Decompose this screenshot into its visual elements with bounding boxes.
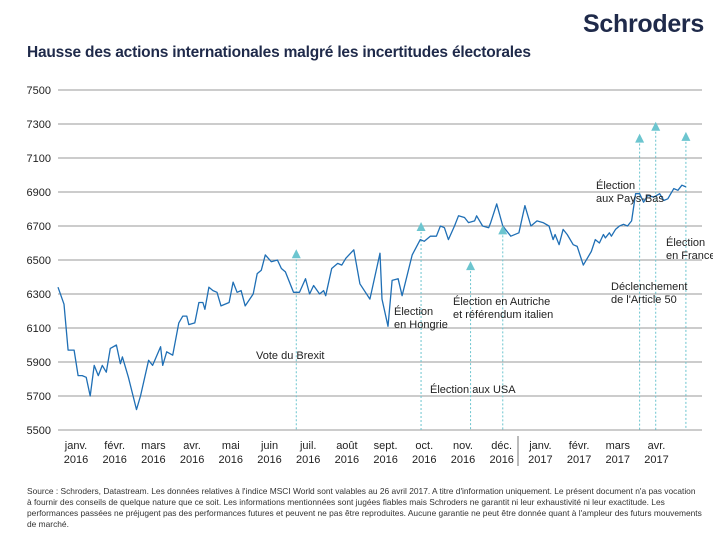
x-tick-year: 2016 [180, 454, 204, 466]
x-tick-year: 2016 [412, 454, 436, 466]
series-line-msci-world [57, 184, 687, 411]
annotation-label: aux Pays-Bas [596, 193, 664, 205]
annotation-label: et référendum italien [453, 309, 553, 321]
y-tick-label: 7100 [27, 153, 51, 165]
x-tick-month: mars [141, 440, 166, 452]
y-tick-label: 6900 [27, 187, 51, 199]
x-tick-year: 2017 [644, 454, 668, 466]
x-tick-year: 2016 [451, 454, 475, 466]
line-chart: 5500 5700 5900 6100 6300 6500 6700 6900 7100 7300… [27, 85, 713, 466]
annotation-triangle-marker [651, 121, 661, 131]
annotation-label: Vote du Brexit [256, 350, 325, 362]
annotation-triangle-marker [681, 131, 691, 141]
x-tick-month: janv. [528, 440, 551, 452]
x-tick-year: 2016 [489, 454, 513, 466]
annotation-label: Élection [394, 305, 433, 318]
x-tick-month: août [336, 440, 357, 452]
annotation-label: Élection [596, 179, 635, 192]
x-tick-month: févr. [104, 440, 125, 452]
y-tick-label: 6500 [27, 255, 51, 267]
y-axis-ticks: 5500 5700 5900 6100 6300 6500 6700 6900 7100 7300… [27, 85, 51, 437]
x-tick-month: avr. [648, 440, 666, 452]
annotation-markers [291, 121, 691, 271]
x-tick-year: 2016 [141, 454, 165, 466]
x-tick-month: mai [222, 440, 240, 452]
x-tick-month: janv. [64, 440, 87, 452]
annotation-triangle-marker [498, 225, 508, 235]
annotation-triangle-marker [291, 249, 301, 259]
x-tick-month: avr. [183, 440, 201, 452]
x-tick-year: 2016 [102, 454, 126, 466]
chart-title: Hausse des actions internationales malgr… [27, 44, 531, 61]
x-tick-year: 2016 [257, 454, 281, 466]
annotation-lines [295, 131, 687, 430]
annotation-triangle-marker [466, 261, 476, 271]
x-tick-year: 2017 [606, 454, 630, 466]
annotation-label: Déclenchement [611, 281, 687, 293]
x-tick-year: 2016 [335, 454, 359, 466]
x-axis-ticks: janv. 2016 févr. 2016 mars 2016 avr. 2016 mai 201… [64, 436, 669, 466]
y-tick-label: 5500 [27, 425, 51, 437]
x-tick-month: nov. [453, 440, 473, 452]
x-tick-month: juin [260, 440, 278, 452]
annotation-label: Élection en Autriche [453, 295, 550, 308]
annotation-label: en France [666, 250, 713, 262]
source-note: Source : Schroders, Datastream. Les donn… [27, 486, 702, 529]
annotation-label: Élection aux USA [430, 383, 516, 396]
annotation-triangle-marker [635, 133, 645, 143]
x-tick-month: oct. [415, 440, 433, 452]
x-tick-year: 2017 [567, 454, 591, 466]
y-tick-label: 6300 [27, 289, 51, 301]
x-tick-month: mars [606, 440, 631, 452]
schroders-logo: Schroders [583, 10, 704, 38]
x-tick-year: 2016 [296, 454, 320, 466]
y-tick-label: 7300 [27, 119, 51, 131]
y-tick-label: 5700 [27, 391, 51, 403]
y-tick-label: 7500 [27, 85, 51, 97]
x-tick-month: sept. [374, 440, 398, 452]
annotation-label: Élection [666, 236, 705, 249]
x-tick-year: 2016 [373, 454, 397, 466]
x-tick-year: 2017 [528, 454, 552, 466]
annotation-label: en Hongrie [394, 319, 448, 331]
x-tick-month: déc. [491, 440, 512, 452]
annotation-triangle-marker [416, 222, 426, 231]
y-tick-label: 6700 [27, 221, 51, 233]
x-tick-month: juil. [299, 440, 317, 452]
x-tick-year: 2016 [219, 454, 243, 466]
x-tick-year: 2016 [64, 454, 88, 466]
y-tick-label: 5900 [27, 357, 51, 369]
x-tick-month: févr. [569, 440, 590, 452]
y-tick-label: 6100 [27, 323, 51, 335]
annotation-label: de l'Article 50 [611, 294, 677, 306]
